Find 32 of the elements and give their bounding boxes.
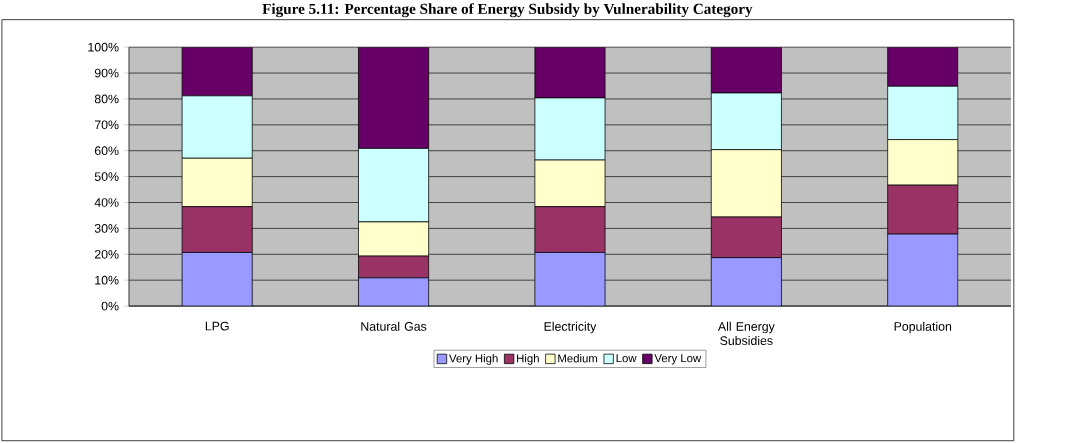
y-tick-label: 80% bbox=[94, 94, 119, 104]
bar bbox=[887, 233, 959, 307]
bar bbox=[358, 278, 429, 307]
x-tick-label: LPG bbox=[205, 321, 229, 331]
y-tick-label: 50% bbox=[94, 172, 119, 182]
y-tick-label: 30% bbox=[94, 224, 119, 233]
bar bbox=[711, 257, 782, 307]
legend-label: High bbox=[517, 354, 539, 365]
x-tick-label: Natural Gas bbox=[361, 321, 427, 331]
legend-label: Very Low bbox=[654, 354, 702, 365]
y-tick-label: 20% bbox=[94, 250, 119, 259]
y-tick-label: 60% bbox=[94, 146, 119, 156]
bar bbox=[182, 252, 253, 307]
bar bbox=[358, 47, 430, 149]
x-tick-label: Electricity bbox=[544, 321, 597, 334]
legend-label: Very High bbox=[449, 354, 498, 365]
y-tick-label: 40% bbox=[94, 198, 119, 208]
bar bbox=[534, 47, 606, 99]
y-tick-label: 70% bbox=[94, 120, 119, 130]
legend-label: Low bbox=[616, 354, 637, 363]
bar bbox=[181, 47, 253, 97]
y-tick-label: 10% bbox=[95, 275, 119, 285]
y-tick-label: 100% bbox=[88, 42, 119, 52]
x-tick-label: All Energy Subsidies bbox=[717, 321, 775, 346]
bar bbox=[534, 252, 606, 307]
legend-label: Medium bbox=[558, 354, 598, 363]
y-tick-label: 0% bbox=[101, 301, 119, 311]
y-tick-label: 90% bbox=[94, 68, 119, 78]
x-tick-label: Population bbox=[894, 321, 952, 334]
bar bbox=[887, 47, 959, 87]
chart-title: Figure 5.11: Percentage Share of Energy Subsidy by Vulnerability Category bbox=[262, 3, 753, 18]
bar bbox=[710, 47, 782, 94]
